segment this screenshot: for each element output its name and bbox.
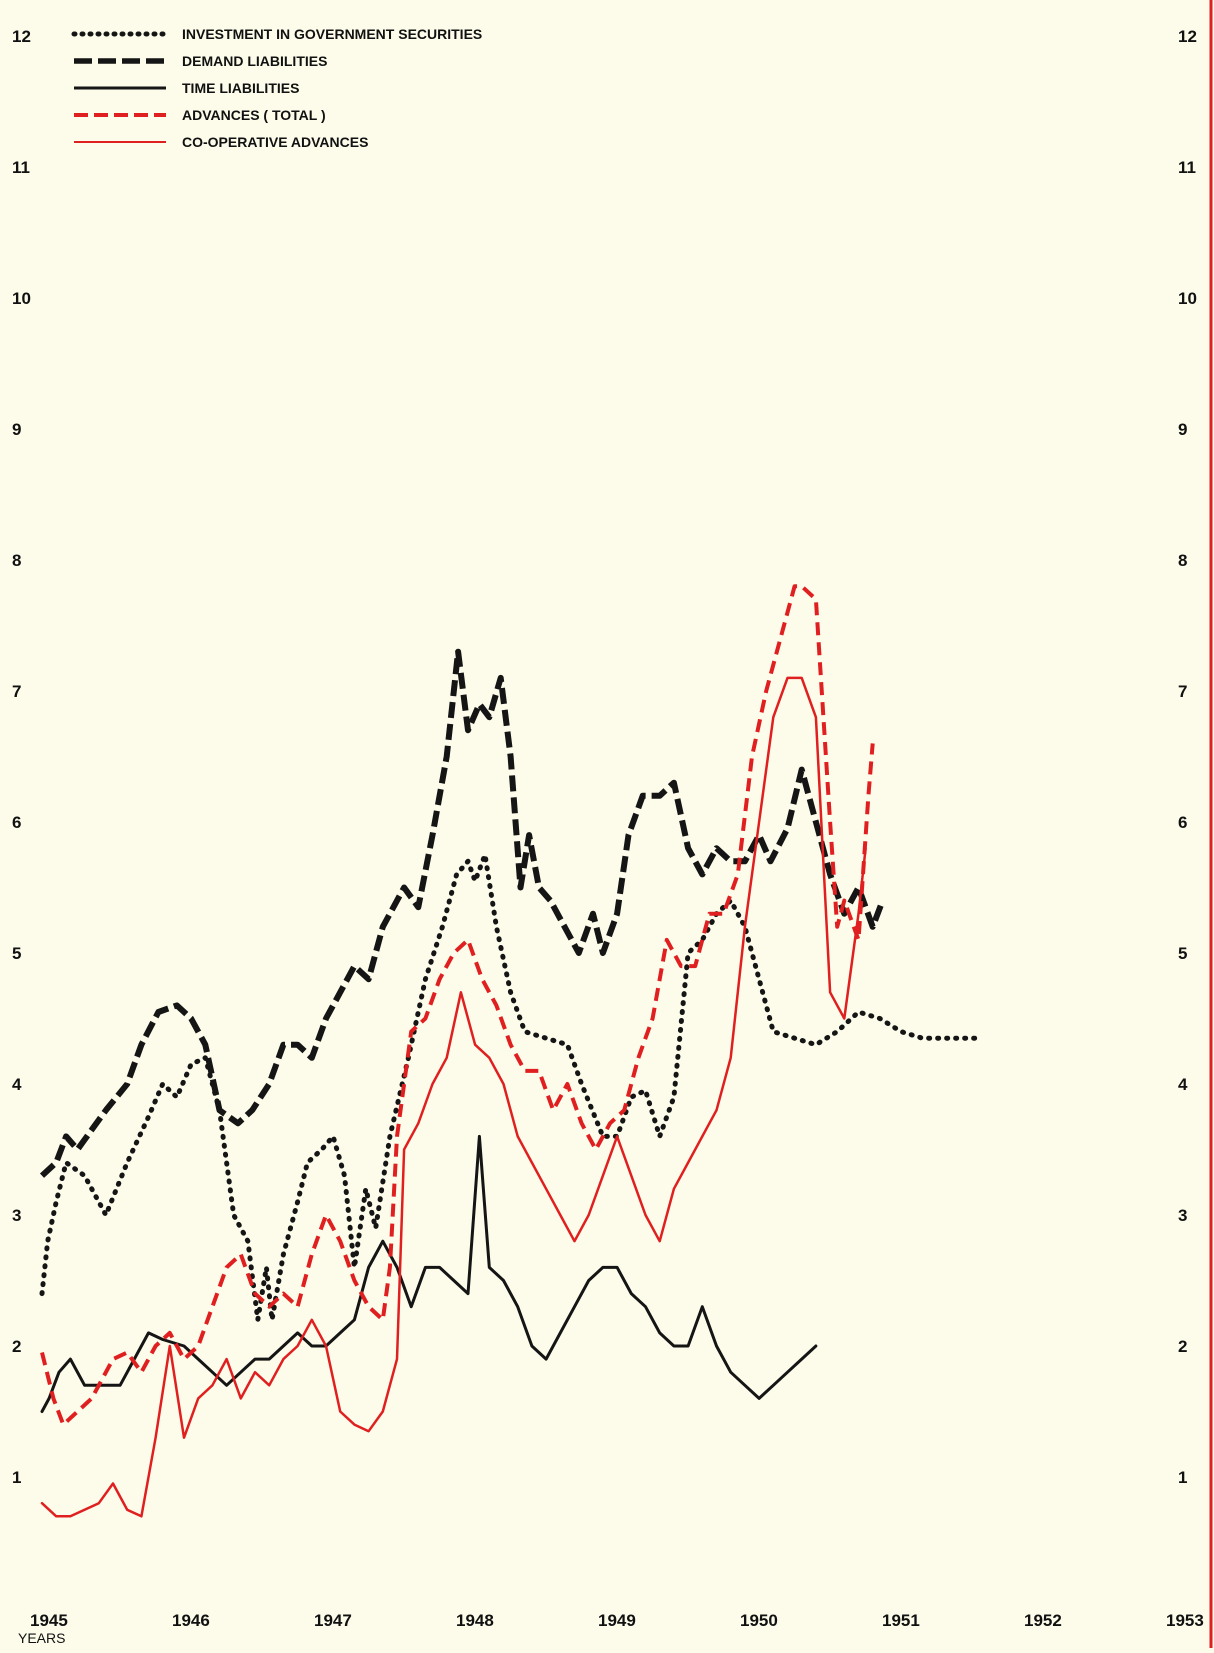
y-tick-left-4: 4 xyxy=(12,1075,22,1094)
legend-label-advances-total: ADVANCES ( TOTAL ) xyxy=(182,107,326,123)
x-axis-unit-label: YEARS xyxy=(18,1630,65,1646)
x-tick-1948: 1948 xyxy=(456,1611,494,1630)
y-tick-left-1: 1 xyxy=(12,1468,21,1487)
chart-legend: INVESTMENT IN GOVERNMENT SECURITIES DEMA… xyxy=(71,26,482,150)
x-axis: 1945 1946 1947 1948 1949 1950 1951 1952 1953 xyxy=(30,1611,1204,1630)
y-tick-left-5: 5 xyxy=(12,944,21,963)
y-tick-left-6: 6 xyxy=(12,813,21,832)
y-tick-right-1: 1 xyxy=(1178,1468,1187,1487)
y-tick-right-12: 12 xyxy=(1178,27,1197,46)
y-tick-left-8: 8 xyxy=(12,551,21,570)
y-tick-right-2: 2 xyxy=(1178,1337,1187,1356)
y-tick-right-10: 10 xyxy=(1178,289,1197,308)
series-line-demand-liabilities xyxy=(39,648,886,1178)
x-tick-1946: 1946 xyxy=(172,1611,210,1630)
x-tick-1945: 1945 xyxy=(30,1611,68,1630)
y-tick-right-11: 11 xyxy=(1178,158,1196,177)
y-tick-right-4: 4 xyxy=(1178,1075,1188,1094)
series-line-investment-in-government-securities xyxy=(39,852,982,1323)
x-tick-1953: 1953 xyxy=(1166,1611,1204,1630)
y-axis-left: 12 11 10 9 8 7 6 5 4 3 2 1 xyxy=(12,27,31,1487)
y-tick-right-5: 5 xyxy=(1178,944,1187,963)
y-tick-right-7: 7 xyxy=(1178,682,1187,701)
y-tick-left-3: 3 xyxy=(12,1206,21,1225)
y-tick-left-7: 7 xyxy=(12,682,21,701)
y-tick-left-12: 12 xyxy=(12,27,31,46)
x-tick-1951: 1951 xyxy=(882,1611,920,1630)
legend-label-cooperative: CO-OPERATIVE ADVANCES xyxy=(182,134,368,150)
y-tick-left-9: 9 xyxy=(12,420,21,439)
y-tick-left-2: 2 xyxy=(12,1337,21,1356)
y-tick-left-11: 11 xyxy=(12,158,30,177)
y-tick-right-8: 8 xyxy=(1178,551,1187,570)
legend-label-time: TIME LIABILITIES xyxy=(182,80,299,96)
y-tick-right-6: 6 xyxy=(1178,813,1187,832)
y-tick-right-9: 9 xyxy=(1178,420,1187,439)
series-line-time-liabilities xyxy=(40,1134,818,1413)
x-tick-1950: 1950 xyxy=(740,1611,778,1630)
y-axis-right: 12 11 10 9 8 7 6 5 4 3 2 1 xyxy=(1178,27,1197,1487)
y-tick-right-3: 3 xyxy=(1178,1206,1187,1225)
y-tick-left-10: 10 xyxy=(12,289,31,308)
x-tick-1949: 1949 xyxy=(598,1611,636,1630)
series-layer xyxy=(39,584,982,1518)
legend-label-investment: INVESTMENT IN GOVERNMENT SECURITIES xyxy=(182,26,482,42)
legend-label-demand: DEMAND LIABILITIES xyxy=(182,53,327,69)
series-line-co-operative-advances xyxy=(40,676,867,1518)
x-tick-1952: 1952 xyxy=(1024,1611,1062,1630)
series-line-advances-total xyxy=(40,584,875,1427)
x-tick-1947: 1947 xyxy=(314,1611,352,1630)
